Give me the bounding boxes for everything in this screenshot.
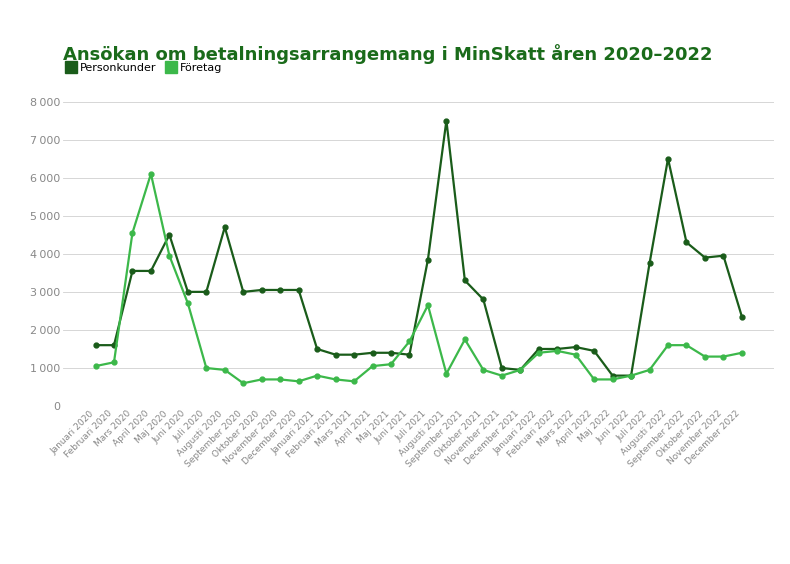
Företag xyxy=(368,363,378,369)
Företag xyxy=(201,364,211,371)
Företag xyxy=(349,378,359,385)
Företag xyxy=(164,252,174,259)
Personkunder xyxy=(183,289,193,296)
Personkunder xyxy=(719,252,728,259)
Personkunder xyxy=(386,349,396,356)
Line: Personkunder: Personkunder xyxy=(93,118,744,378)
Företag xyxy=(589,376,599,383)
Företag xyxy=(331,376,340,383)
Text: Ansökan om betalningsarrangemang i MinSkatt åren 2020–2022: Ansökan om betalningsarrangemang i MinSk… xyxy=(63,44,713,64)
Personkunder xyxy=(645,260,654,267)
Personkunder xyxy=(404,351,414,358)
Personkunder xyxy=(479,296,488,303)
Personkunder xyxy=(276,287,285,293)
Line: Företag: Företag xyxy=(93,171,744,386)
Personkunder xyxy=(682,239,691,246)
Företag xyxy=(386,361,396,368)
Företag xyxy=(109,359,118,365)
Personkunder xyxy=(589,347,599,354)
Företag xyxy=(682,342,691,349)
Personkunder xyxy=(423,256,433,263)
Företag xyxy=(608,376,617,383)
Företag xyxy=(146,170,156,177)
Företag xyxy=(183,300,193,307)
Företag xyxy=(91,363,100,369)
Personkunder xyxy=(91,342,100,349)
Företag xyxy=(312,372,322,379)
Personkunder xyxy=(626,372,636,379)
Personkunder xyxy=(571,343,581,350)
Personkunder xyxy=(349,351,359,358)
Personkunder xyxy=(368,349,378,356)
Personkunder xyxy=(294,287,303,293)
Personkunder xyxy=(239,289,248,296)
Företag xyxy=(516,367,525,373)
Personkunder xyxy=(664,155,673,162)
Personkunder xyxy=(552,346,562,352)
Personkunder xyxy=(146,267,156,274)
Personkunder xyxy=(164,231,174,238)
Företag xyxy=(645,367,654,373)
Personkunder xyxy=(331,351,340,358)
Företag xyxy=(719,353,728,360)
Företag xyxy=(626,372,636,379)
Företag xyxy=(257,376,266,383)
Företag xyxy=(294,378,303,385)
Legend: Personkunder, Företag: Personkunder, Företag xyxy=(62,58,228,77)
Företag xyxy=(479,367,488,373)
Företag xyxy=(664,342,673,349)
Företag xyxy=(404,338,414,345)
Personkunder xyxy=(128,267,137,274)
Text: VERO: VERO xyxy=(696,515,735,528)
Personkunder xyxy=(700,254,709,261)
Företag xyxy=(497,372,506,379)
Personkunder xyxy=(312,346,322,352)
Personkunder xyxy=(497,364,506,371)
Företag xyxy=(442,371,451,377)
Företag xyxy=(423,302,433,309)
Personkunder xyxy=(109,342,118,349)
Text: SKATT: SKATT xyxy=(696,537,741,551)
Personkunder xyxy=(460,277,469,284)
Personkunder xyxy=(220,224,230,231)
Företag xyxy=(128,230,137,236)
Personkunder xyxy=(608,372,617,379)
Personkunder xyxy=(737,313,747,320)
Företag xyxy=(239,380,248,387)
Företag xyxy=(460,336,469,343)
Personkunder xyxy=(442,117,451,124)
Personkunder xyxy=(201,289,211,296)
Företag xyxy=(700,353,709,360)
Personkunder xyxy=(534,346,544,352)
Företag xyxy=(571,351,581,358)
Företag xyxy=(737,349,747,356)
Personkunder xyxy=(257,287,266,293)
Företag xyxy=(220,367,230,373)
Företag xyxy=(276,376,285,383)
Företag xyxy=(552,347,562,354)
Personkunder xyxy=(516,367,525,373)
Företag xyxy=(534,349,544,356)
